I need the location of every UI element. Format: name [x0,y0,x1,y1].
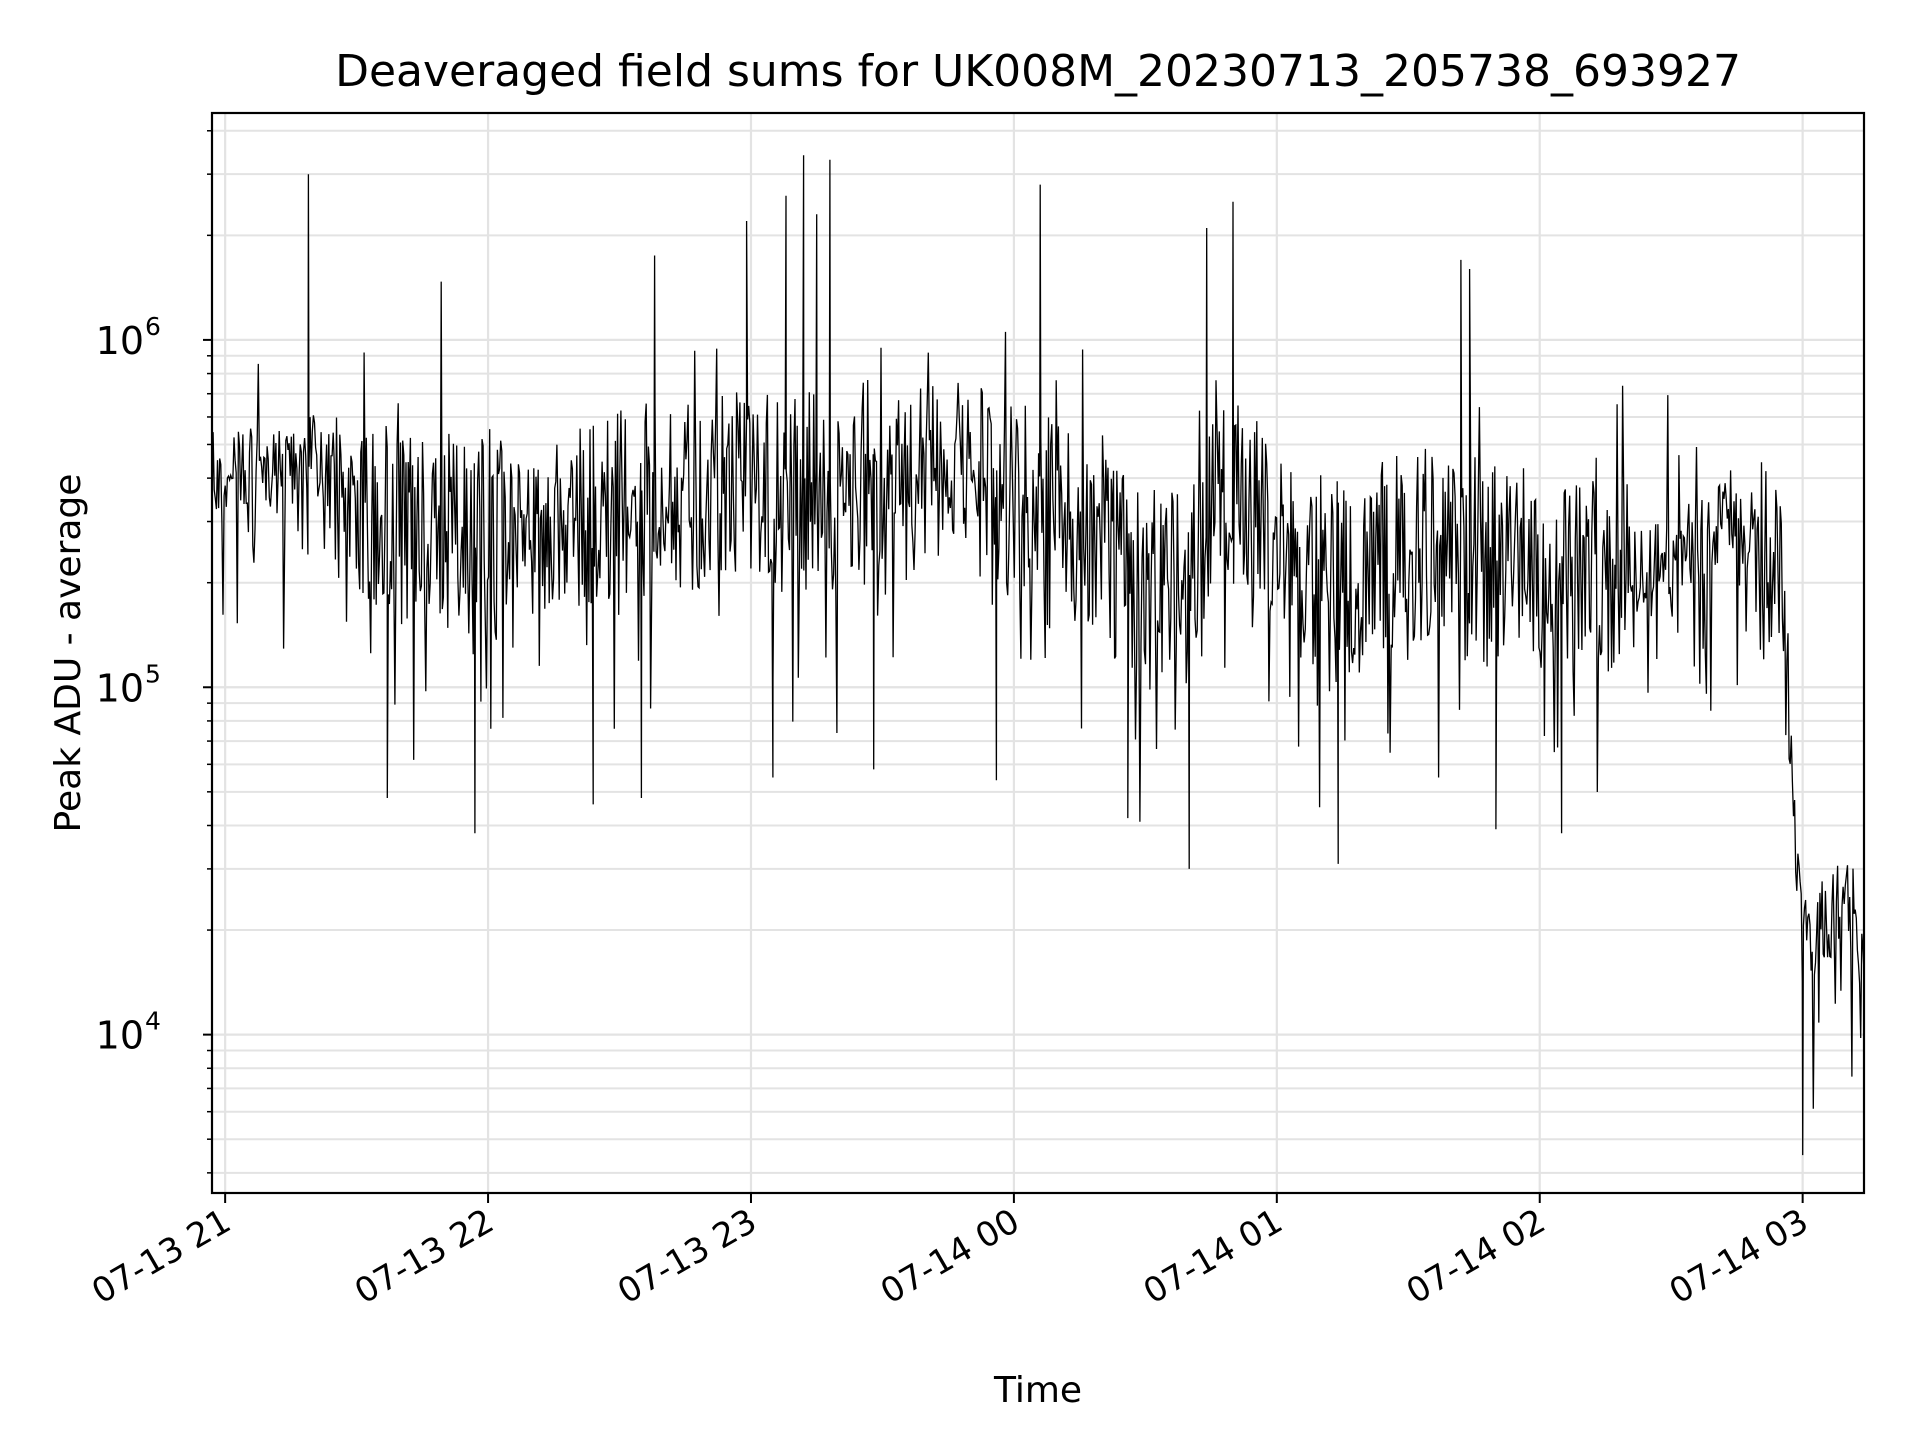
plot-frame [210,111,1866,1195]
y-tick-label: 10 [96,319,144,363]
x-axis-label: Time [993,1370,1082,1411]
y-tick-label: 10 [96,1014,144,1058]
y-tick-exponent: 4 [145,1007,161,1036]
y-tick-label: 10 [96,666,144,710]
series-line [212,155,1864,1156]
data-series [212,155,1864,1156]
y-tick-exponent: 5 [145,659,161,688]
y-axis-label: Peak ADU - average [48,474,89,833]
y-tick-exponent: 6 [145,312,161,341]
chart-title: Deaveraged field sums for UK008M_2023071… [335,46,1741,97]
